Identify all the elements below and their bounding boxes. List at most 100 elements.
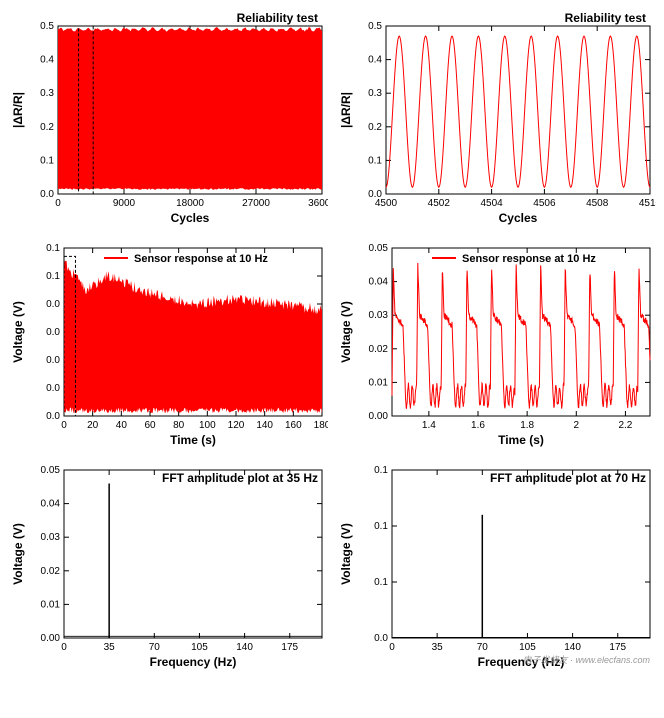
row-c: (c) 035701051401750.000.010.020.030.040.… [8,452,656,670]
svg-text:0.3: 0.3 [40,88,54,99]
svg-text:0.0: 0.0 [46,299,60,310]
svg-text:0.1: 0.1 [40,155,54,166]
svg-text:|ΔR/R|: |ΔR/R| [11,92,25,128]
svg-text:175: 175 [281,642,298,653]
svg-text:105: 105 [191,642,208,653]
svg-text:0.1: 0.1 [374,577,388,588]
svg-text:Cycles: Cycles [499,211,538,225]
svg-text:Cycles: Cycles [171,211,210,225]
svg-text:70: 70 [149,642,161,653]
svg-text:0.1: 0.1 [368,155,382,166]
svg-text:70: 70 [477,642,489,653]
svg-text:18000: 18000 [176,198,204,209]
svg-text:0: 0 [61,642,67,653]
svg-text:0.01: 0.01 [369,377,389,388]
svg-text:FFT amplitude plot at 35 Hz: FFT amplitude plot at 35 Hz [162,471,318,485]
svg-text:0.04: 0.04 [41,499,61,510]
svg-text:140: 140 [564,642,581,653]
svg-text:9000: 9000 [113,198,136,209]
svg-text:0.2: 0.2 [368,122,382,133]
svg-text:1.6: 1.6 [471,420,485,431]
svg-text:1.8: 1.8 [520,420,534,431]
svg-text:0.5: 0.5 [40,21,54,32]
svg-text:140: 140 [236,642,253,653]
panel-c-left: 035701051401750.000.010.020.030.040.05Fr… [8,452,328,670]
svg-text:0.1: 0.1 [46,271,60,282]
svg-text:0.03: 0.03 [369,310,389,321]
svg-text:40: 40 [116,420,128,431]
svg-text:120: 120 [228,420,245,431]
svg-text:4502: 4502 [428,198,451,209]
svg-text:Voltage (V): Voltage (V) [339,301,353,363]
svg-text:0.00: 0.00 [41,633,61,644]
chart-c-right: 035701051401750.00.10.10.1Frequency (Hz)… [336,452,656,670]
svg-text:Reliability test: Reliability test [237,11,318,25]
svg-text:105: 105 [519,642,536,653]
svg-text:0.0: 0.0 [374,633,388,644]
svg-text:20: 20 [87,420,99,431]
chart-c-left: 035701051401750.000.010.020.030.040.05Fr… [8,452,328,670]
svg-text:0.03: 0.03 [41,532,61,543]
svg-text:0.02: 0.02 [41,566,61,577]
svg-text:0.1: 0.1 [374,521,388,532]
svg-text:FFT amplitude plot at 70 Hz: FFT amplitude plot at 70 Hz [490,471,646,485]
panel-a-left: 0 9000 18000 27000 36000 0.0 0.1 0.2 0.3 0.4 0.5 Cy… [8,8,328,226]
chart-a-right: 4500450245044506450845100.00.10.20.30.40… [336,8,656,226]
svg-text:0.0: 0.0 [46,383,60,394]
chart-b-right: 1.4 1.6 1.8 2 2.2 0.00 0.01 0.02 0.03 0.04 0.05 Tim… [336,230,656,448]
panel-c-right: 035701051401750.00.10.10.1Frequency (Hz)… [336,452,656,670]
svg-text:27000: 27000 [242,198,270,209]
svg-text:0.1: 0.1 [46,243,60,254]
svg-text:1.4: 1.4 [422,420,436,431]
svg-text:Frequency (Hz): Frequency (Hz) [150,655,237,669]
svg-text:0.0: 0.0 [40,189,54,200]
svg-text:2.2: 2.2 [618,420,632,431]
svg-text:36000: 36000 [308,198,328,209]
svg-text:0.0: 0.0 [46,411,60,422]
svg-text:0.4: 0.4 [40,55,54,66]
svg-text:80: 80 [173,420,185,431]
svg-text:35: 35 [432,642,444,653]
svg-text:4510: 4510 [639,198,656,209]
svg-text:4508: 4508 [586,198,609,209]
svg-text:0.02: 0.02 [369,344,389,355]
panel-b-right: 1.4 1.6 1.8 2 2.2 0.00 0.01 0.02 0.03 0.04 0.05 Tim… [336,230,656,448]
svg-text:0.2: 0.2 [40,122,54,133]
svg-text:Sensor response at 10 Hz: Sensor response at 10 Hz [462,253,596,265]
panel-a-right: 4500450245044506450845100.00.10.20.30.40… [336,8,656,226]
svg-text:Reliability test: Reliability test [565,11,646,25]
svg-text:175: 175 [609,642,626,653]
svg-text:0.0: 0.0 [46,355,60,366]
panel-b-left: 0204060801001201401601800.00.00.00.00.00… [8,230,328,448]
svg-text:0.0: 0.0 [368,189,382,200]
svg-text:4506: 4506 [533,198,556,209]
svg-text:Time (s): Time (s) [498,433,544,447]
figure-container: (a) 090001800027000360000.00.10.20.30.40… [8,8,656,670]
svg-text:0.00: 0.00 [369,411,389,422]
svg-text:140: 140 [256,420,273,431]
svg-text:0.05: 0.05 [41,465,61,476]
chart-a-left: 0 9000 18000 27000 36000 0.0 0.1 0.2 0.3 0.4 0.5 Cy… [8,8,328,226]
svg-text:0: 0 [55,198,61,209]
row-b: (b) 0204060801001201401601800.00.00.00.0… [8,230,656,448]
svg-text:0: 0 [389,642,395,653]
svg-text:Sensor response at 10 Hz: Sensor response at 10 Hz [134,253,268,265]
svg-text:0.1: 0.1 [374,465,388,476]
svg-text:0.04: 0.04 [369,277,389,288]
svg-text:4504: 4504 [480,198,503,209]
svg-text:0.4: 0.4 [368,55,382,66]
svg-text:0.3: 0.3 [368,88,382,99]
svg-text:Voltage (V): Voltage (V) [11,523,25,585]
watermark: 电子发烧友 · www.elecfans.com [522,653,650,666]
svg-text:180: 180 [314,420,328,431]
svg-text:0.5: 0.5 [368,21,382,32]
svg-text:60: 60 [144,420,156,431]
svg-text:100: 100 [199,420,216,431]
svg-text:|ΔR/R|: |ΔR/R| [339,92,353,128]
row-a: (a) 090001800027000360000.00.10.20.30.40… [8,8,656,226]
svg-text:35: 35 [104,642,116,653]
svg-text:0.05: 0.05 [369,243,389,254]
svg-text:Time (s): Time (s) [170,433,216,447]
svg-text:0: 0 [61,420,67,431]
svg-text:2: 2 [574,420,580,431]
